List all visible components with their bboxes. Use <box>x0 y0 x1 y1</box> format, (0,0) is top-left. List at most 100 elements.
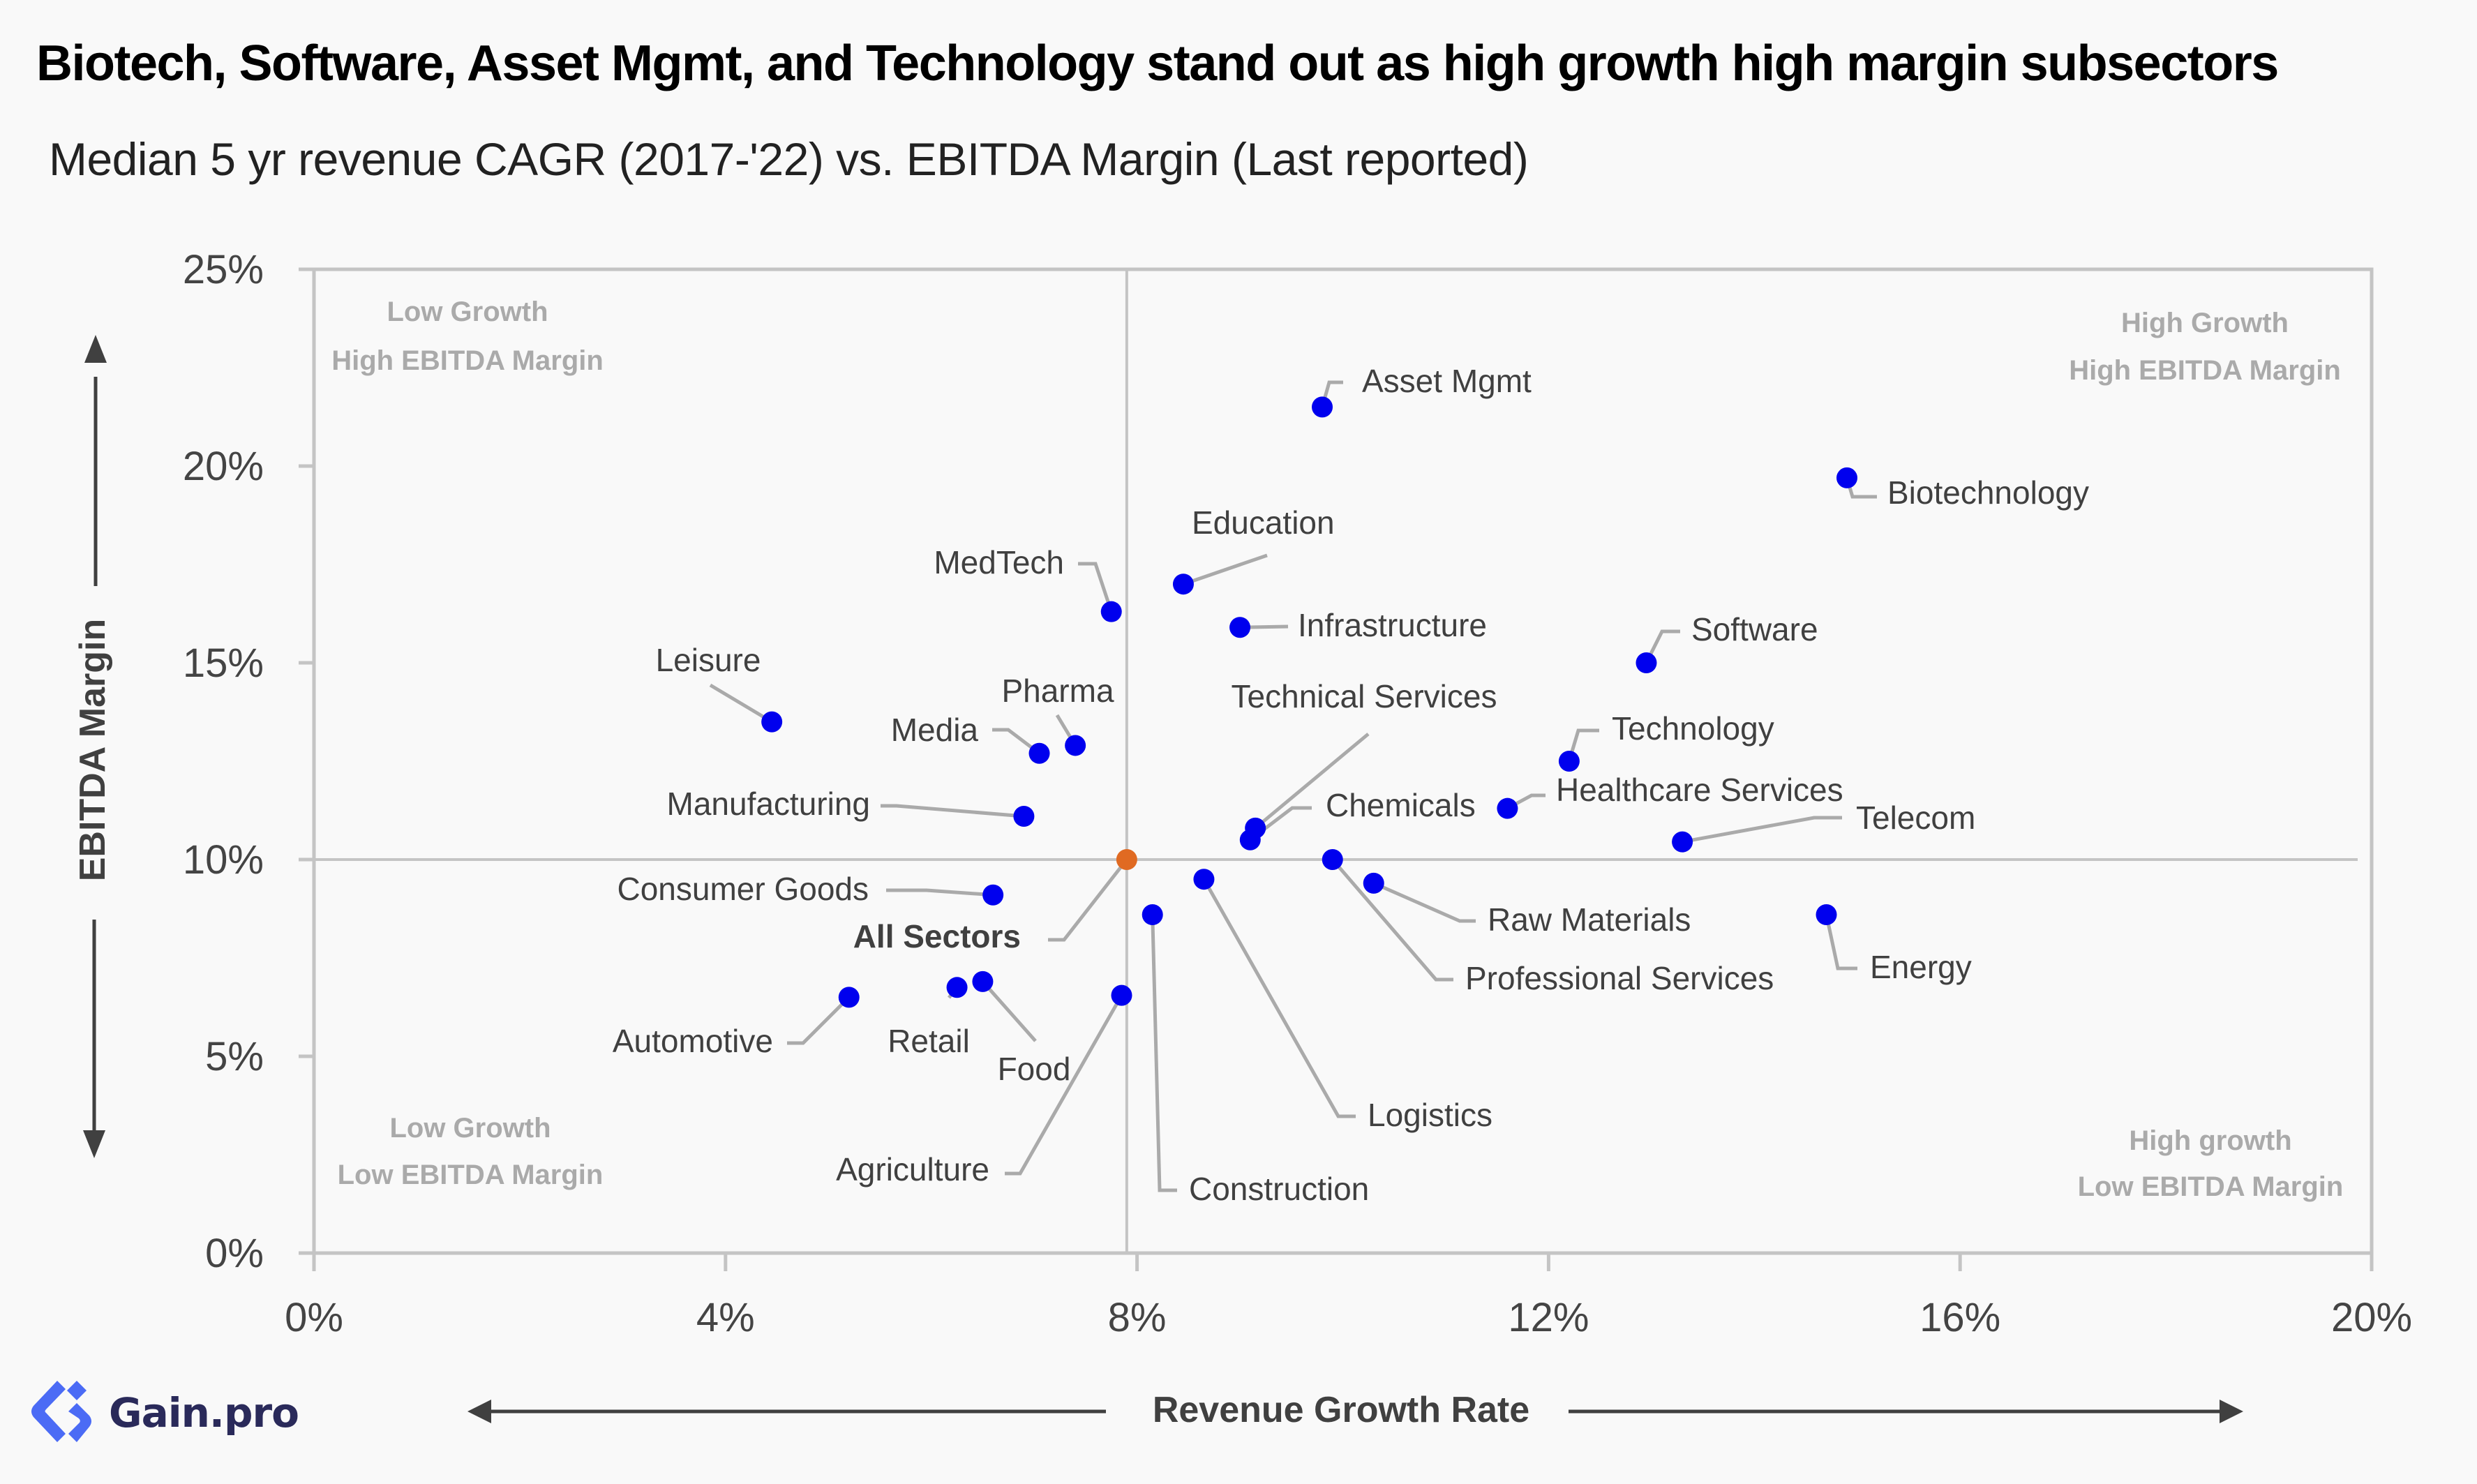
data-point-professional-services <box>1322 849 1343 870</box>
leader-line-consumer-goods <box>886 888 994 897</box>
y-tick-label: 0% <box>205 1231 264 1276</box>
quadrant-label-top-left-line1: Low Growth <box>387 297 548 327</box>
x-axis-title: Revenue Growth Rate <box>1153 1390 1529 1430</box>
point-label-telecom: Telecom <box>1856 800 1975 836</box>
leader-line-media <box>992 728 1041 755</box>
data-point-construction <box>1142 904 1163 925</box>
quadrant-label-bottom-right-line1: High growth <box>2129 1125 2291 1156</box>
point-label-technology: Technology <box>1612 710 1774 747</box>
leader-line-telecom <box>1682 816 1842 844</box>
axis-titles: EBITDA Margin Revenue Growth Rate <box>73 335 2243 1430</box>
quadrant-label-top-right-line1: High Growth <box>2121 308 2289 338</box>
point-label-leisure: Leisure <box>656 642 761 678</box>
point-label-software: Software <box>1691 611 1818 647</box>
data-points <box>761 396 1858 1008</box>
data-point-raw-materials <box>1363 872 1384 894</box>
point-label-media: Media <box>891 712 979 748</box>
point-label-raw-materials: Raw Materials <box>1488 901 1691 938</box>
x-tick-label: 16% <box>1920 1295 2000 1340</box>
y-tick-label: 25% <box>183 247 264 292</box>
y-tick-label: 5% <box>205 1034 264 1079</box>
plot-frame <box>312 267 2374 1255</box>
arrow-right-icon <box>2220 1400 2243 1423</box>
point-labels: Asset Mgmt Biotechnology Education MedTech I… <box>613 363 2089 1207</box>
leader-line-logistics <box>1202 878 1356 1118</box>
point-label-automotive: Automotive <box>613 1023 773 1059</box>
quadrant-labels: Low Growth High EBITDA Margin High Growth H… <box>331 297 2343 1202</box>
point-label-agriculture: Agriculture <box>836 1151 989 1187</box>
data-point-manufacturing <box>1013 805 1035 827</box>
quadrant-label-top-right-line2: High EBITDA Margin <box>2069 355 2341 386</box>
y-tick-label: 20% <box>183 444 264 489</box>
data-point-media <box>1028 742 1050 764</box>
point-label-pharma: Pharma <box>1001 673 1114 709</box>
leader-line-medtech <box>1078 562 1114 613</box>
leader-line-leisure <box>709 683 773 724</box>
point-label-food: Food <box>998 1051 1071 1087</box>
data-point-biotechnology <box>1836 467 1858 488</box>
leader-line-technology <box>1567 728 1599 762</box>
leader-line-agriculture <box>1005 994 1123 1176</box>
point-label-energy: Energy <box>1870 949 1972 985</box>
leader-line-food <box>981 980 1037 1042</box>
chart-subtitle: Median 5 yr revenue CAGR (2017-'22) vs. … <box>49 133 1529 185</box>
data-point-consumer-goods <box>982 884 1004 906</box>
point-label-infrastructure: Infrastructure <box>1298 607 1487 643</box>
point-label-education: Education <box>1192 504 1335 541</box>
brand-logo: Gain.pro <box>31 1378 299 1448</box>
data-point-technology <box>1558 751 1580 772</box>
data-point-infrastructure <box>1229 617 1251 638</box>
point-label-healthcare-services: Healthcare Services <box>1556 772 1843 808</box>
data-point-medtech <box>1100 601 1122 622</box>
leader-line-software <box>1645 629 1680 664</box>
gain-pro-logo-icon <box>31 1381 91 1442</box>
leader-line-technical-services <box>1254 733 1370 830</box>
point-label-retail: Retail <box>888 1023 970 1059</box>
point-label-medtech: MedTech <box>934 544 1064 580</box>
point-label-asset-mgmt: Asset Mgmt <box>1362 363 1532 399</box>
data-point-healthcare-services <box>1497 797 1518 819</box>
chart-title: Biotech, Software, Asset Mgmt, and Techn… <box>36 36 2279 91</box>
x-tick-label: 12% <box>1508 1295 1589 1340</box>
x-tick-label: 4% <box>696 1295 755 1340</box>
x-tick-label: 20% <box>2331 1295 2412 1340</box>
y-axis-title: EBITDA Margin <box>73 619 113 882</box>
data-point-pharma <box>1065 735 1086 756</box>
leader-line-raw-materials <box>1372 881 1476 923</box>
leader-line-manufacturing <box>881 804 1024 818</box>
leader-lines <box>709 380 1877 1192</box>
x-tick-label: 8% <box>1108 1295 1167 1340</box>
brand-name: Gain.pro <box>109 1389 299 1437</box>
leader-line-construction <box>1151 914 1177 1192</box>
data-point-all-sectors <box>1116 849 1137 870</box>
point-label-chemicals: Chemicals <box>1326 787 1476 823</box>
arrow-down-icon <box>83 1130 105 1158</box>
leader-line-energy <box>1825 914 1857 970</box>
point-label-technical-services: Technical Services <box>1232 678 1497 714</box>
point-label-logistics: Logistics <box>1368 1097 1492 1133</box>
arrow-left-icon <box>467 1400 491 1423</box>
leader-line-education <box>1183 553 1268 586</box>
point-label-consumer-goods: Consumer Goods <box>618 871 869 907</box>
data-point-logistics <box>1193 869 1215 890</box>
data-point-chemicals <box>1239 829 1261 850</box>
quadrant-label-bottom-right-line2: Low EBITDA Margin <box>2078 1171 2344 1202</box>
leader-line-automotive <box>787 996 851 1045</box>
point-label-professional-services: Professional Services <box>1465 960 1774 996</box>
data-point-food <box>972 970 994 992</box>
point-label-manufacturing: Manufacturing <box>667 786 871 822</box>
data-point-telecom <box>1672 831 1693 853</box>
data-point-retail <box>946 977 968 998</box>
data-point-software <box>1636 652 1657 673</box>
axes: 0% 5% 10% 15% 20% 25% 0% 4% 8% 12% 16% 20% <box>183 247 2412 1340</box>
point-label-all-sectors: All Sectors <box>853 918 1021 954</box>
quadrant-label-bottom-left-line1: Low Growth <box>389 1113 551 1144</box>
data-point-leisure <box>761 711 783 733</box>
leader-line-professional-services <box>1331 858 1453 982</box>
data-point-automotive <box>838 987 860 1008</box>
point-label-construction: Construction <box>1189 1171 1369 1207</box>
point-label-biotechnology: Biotechnology <box>1887 474 2089 511</box>
leader-line-all-sectors <box>1048 858 1128 942</box>
quadrant-label-bottom-left-line2: Low EBITDA Margin <box>338 1160 604 1190</box>
